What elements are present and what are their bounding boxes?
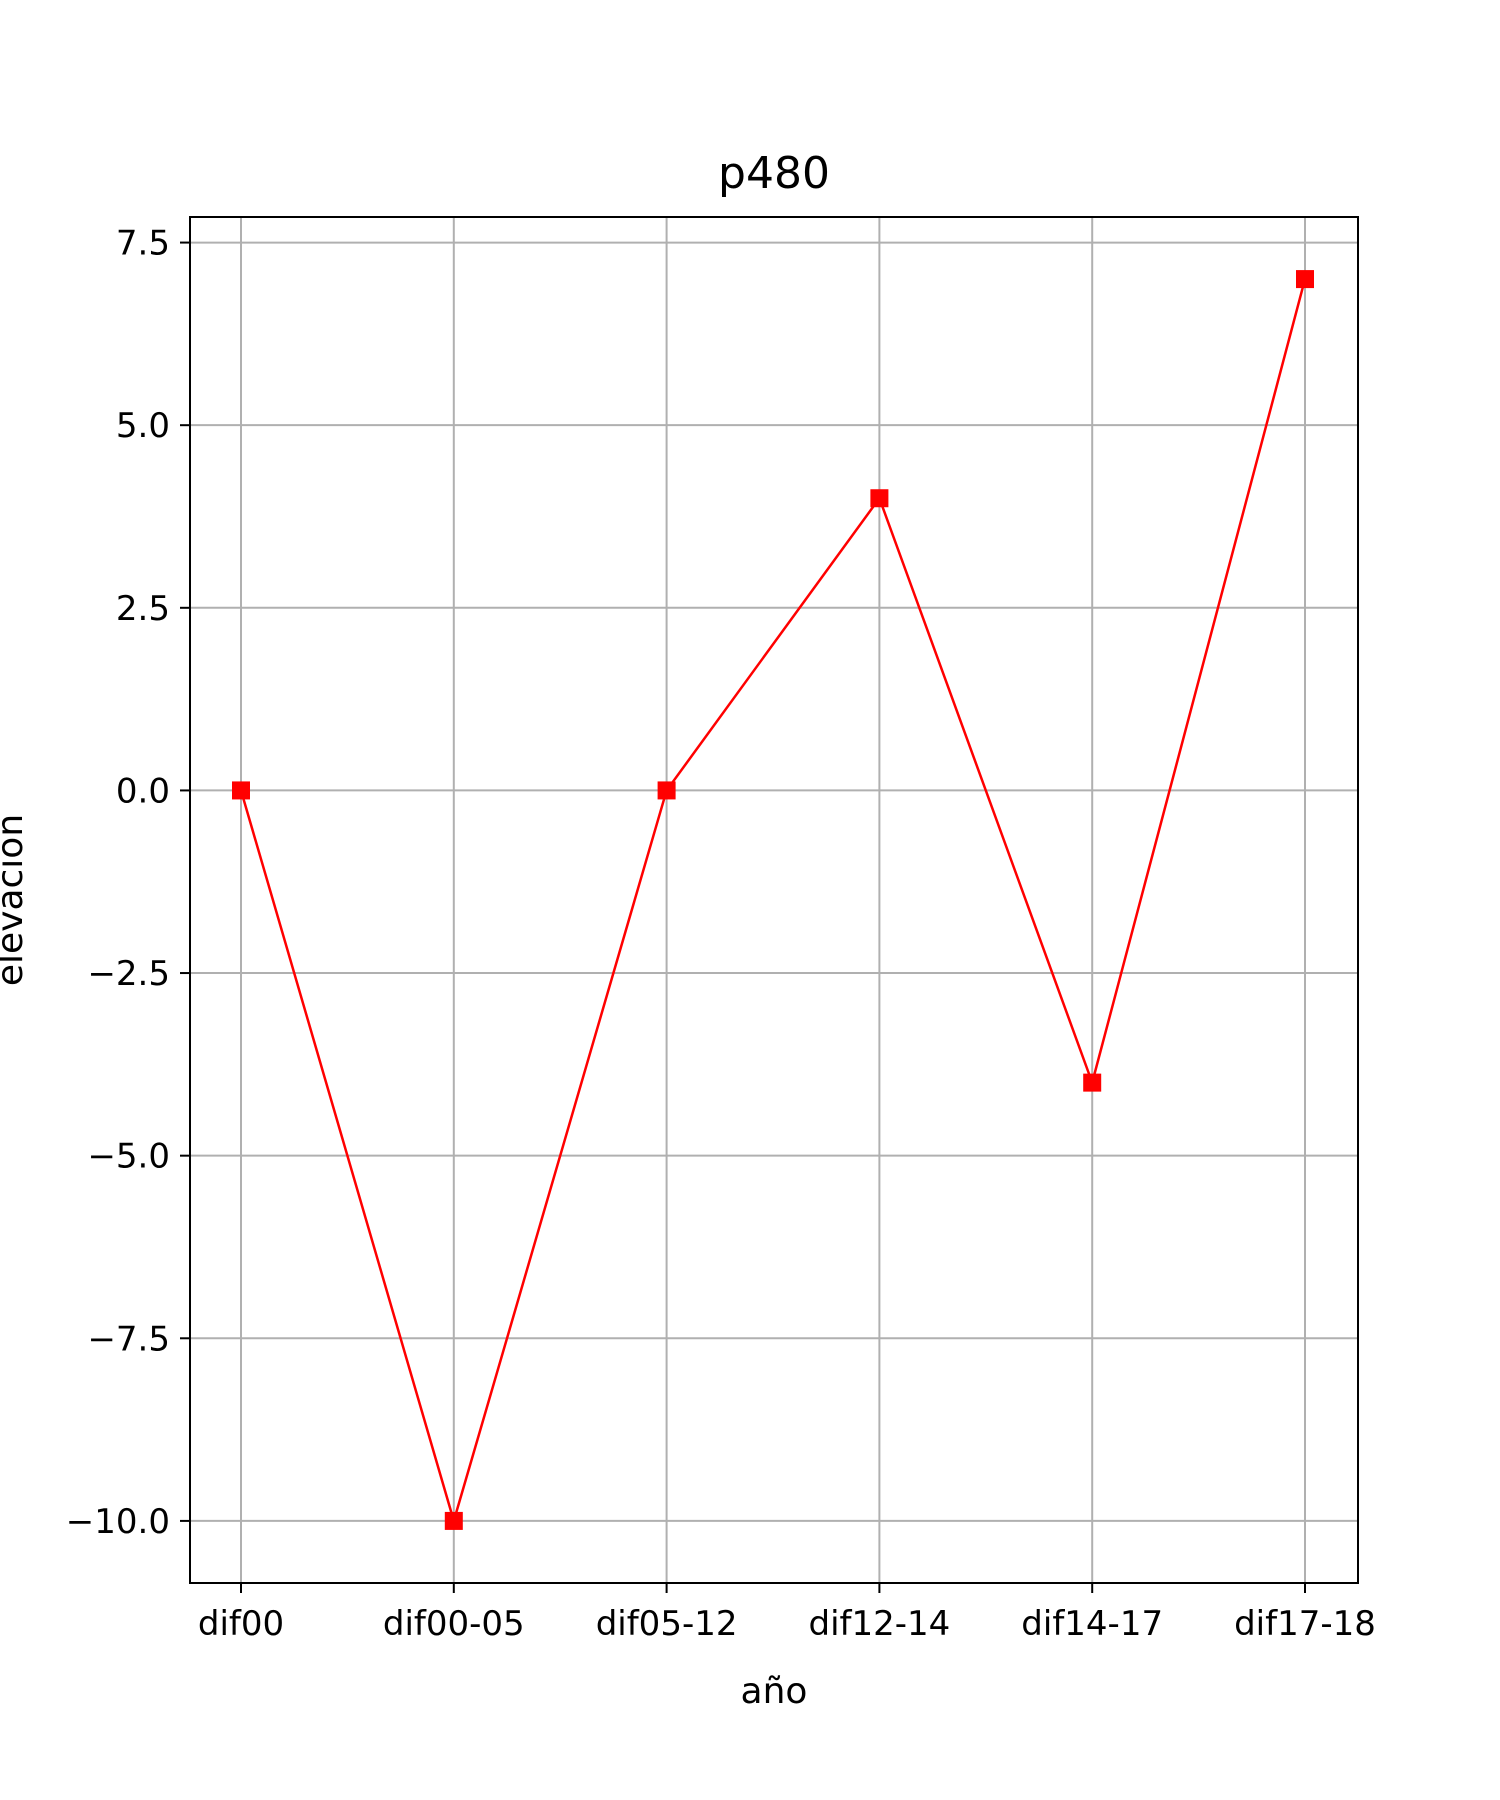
series-line: [239, 278, 1307, 1523]
x-axis-title: año: [741, 1671, 808, 1712]
y-axis-title: elevación: [0, 814, 31, 986]
grid: [190, 217, 1358, 1583]
x-tick-label: dif14-17: [1021, 1604, 1163, 1644]
y-tick-label: −5.0: [87, 1137, 170, 1177]
data-point-marker: [1083, 1073, 1102, 1092]
series-layer: [232, 270, 1314, 1530]
ticks-layer: −10.0 −7.5 −5.0 −2.5 0.0 2.5 5.0 7.5 dif00 dif00-…: [66, 224, 1376, 1644]
y-tick-label: 5.0: [116, 406, 170, 446]
y-tick-label: 2.5: [116, 589, 170, 629]
data-point-marker: [870, 489, 889, 508]
data-point-marker: [232, 781, 250, 800]
chart-title: p480: [718, 148, 830, 199]
x-tick-label: dif00: [198, 1604, 284, 1644]
x-tick-label: dif12-14: [809, 1604, 951, 1644]
x-tick-label: dif17-18: [1234, 1604, 1376, 1644]
data-point-marker: [657, 781, 676, 800]
x-tick-label: dif00-05: [383, 1604, 525, 1644]
y-tick-label: −7.5: [87, 1319, 170, 1359]
y-tick-label: −10.0: [66, 1502, 170, 1542]
y-tick-label: 0.0: [116, 771, 170, 811]
plot-frame: [189, 216, 1359, 1584]
data-point-marker: [444, 1511, 463, 1530]
y-tick-label: −2.5: [87, 954, 170, 994]
x-tick-label: dif05-12: [596, 1604, 738, 1644]
data-point-marker: [1296, 270, 1314, 289]
y-tick-label: 7.5: [116, 224, 170, 264]
